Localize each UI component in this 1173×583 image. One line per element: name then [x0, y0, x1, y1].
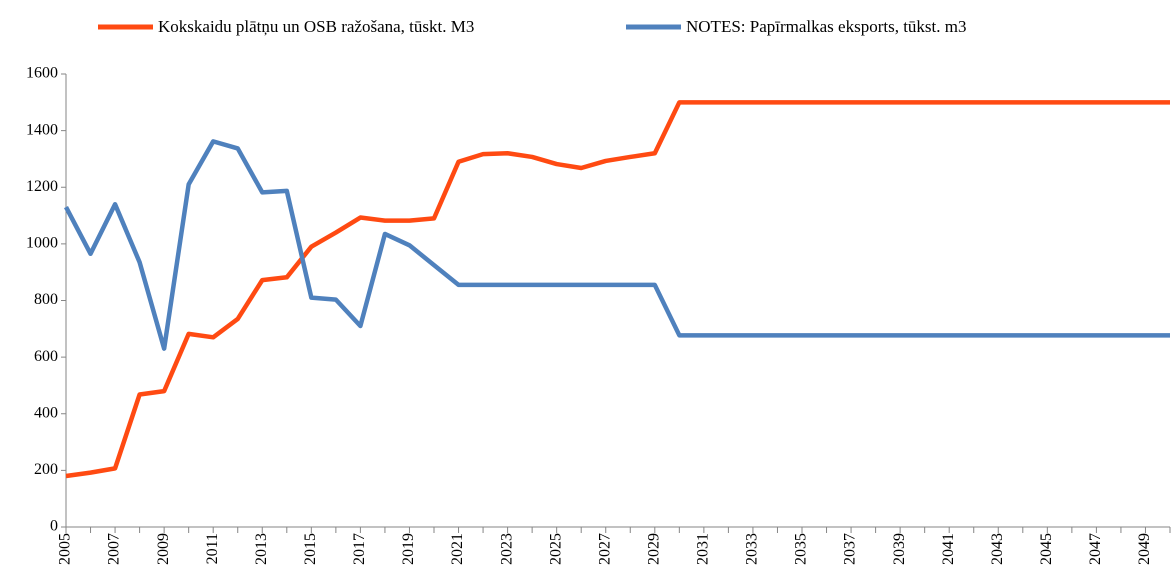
x-tick-label: 2033 [744, 533, 761, 565]
y-tick-label: 1200 [26, 178, 58, 195]
legend: Kokskaidu plātņu un OSB ražošana, tūskt.… [98, 17, 966, 36]
legend-label: NOTES: Papīrmalkas eksports, tūkst. m3 [686, 17, 966, 36]
x-tick-label: 2017 [351, 533, 368, 565]
y-tick-label: 400 [34, 404, 58, 421]
x-tick-label: 2025 [547, 533, 564, 565]
x-tick-label: 2029 [645, 533, 662, 565]
x-tick-label: 2047 [1087, 533, 1104, 565]
x-tick-label: 2013 [253, 533, 270, 565]
y-tick-label: 600 [34, 348, 58, 365]
series-line [64, 139, 1170, 351]
y-tick-label: 1000 [26, 235, 58, 252]
x-tick-label: 2037 [842, 533, 859, 565]
x-tick-label: 2039 [891, 533, 908, 565]
x-tick-label: 2007 [106, 533, 123, 565]
x-tick-label: 2035 [793, 533, 810, 565]
x-tick-label: 2043 [989, 533, 1006, 565]
legend-label: Kokskaidu plātņu un OSB ražošana, tūskt.… [158, 17, 474, 36]
x-tick-label: 2041 [940, 533, 957, 565]
x-tick-label: 2021 [449, 533, 466, 565]
x-tick-label: 2023 [498, 533, 515, 565]
y-tick-label: 200 [34, 461, 58, 478]
series-line [65, 100, 1170, 479]
x-tick-label: 2009 [155, 533, 172, 565]
x-tick-label: 2019 [400, 533, 417, 565]
x-tick-label: 2027 [596, 533, 613, 565]
x-tick-label: 2049 [1136, 533, 1153, 565]
y-tick-label: 0 [50, 518, 58, 535]
y-tick-label: 1600 [26, 65, 58, 82]
y-tick-label: 1400 [26, 121, 58, 138]
x-tick-label: 2015 [302, 533, 319, 565]
x-tick-label: 2011 [204, 533, 221, 564]
x-tick-label: 2031 [695, 533, 712, 565]
y-tick-label: 800 [34, 291, 58, 308]
x-tick-label: 2005 [57, 533, 74, 565]
x-tick-label: 2045 [1038, 533, 1055, 565]
